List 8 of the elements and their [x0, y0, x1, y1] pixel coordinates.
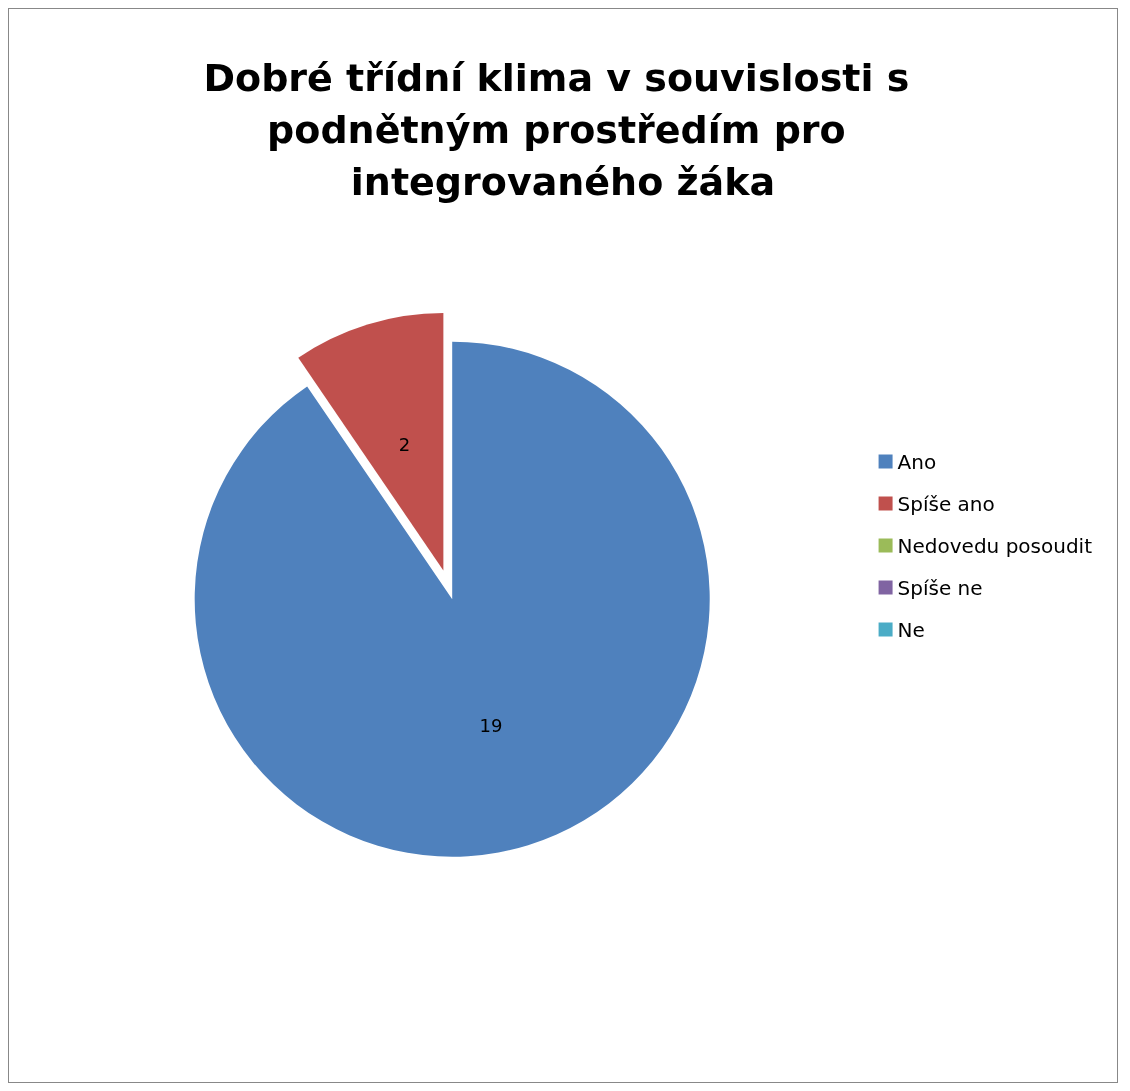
legend-label: Spíše ne [897, 575, 983, 600]
legend-label: Spíše ano [897, 491, 995, 516]
legend-label: Ne [897, 617, 925, 642]
legend-label: Nedovedu posoudit [897, 533, 1093, 558]
data-label: 19 [479, 714, 503, 736]
legend-label: Ano [897, 449, 937, 474]
data-label: 2 [398, 434, 411, 456]
chart-title: Dobré třídní klima v souvislosti s podnětným prostředím pro integrovaného žáka [203, 56, 923, 204]
